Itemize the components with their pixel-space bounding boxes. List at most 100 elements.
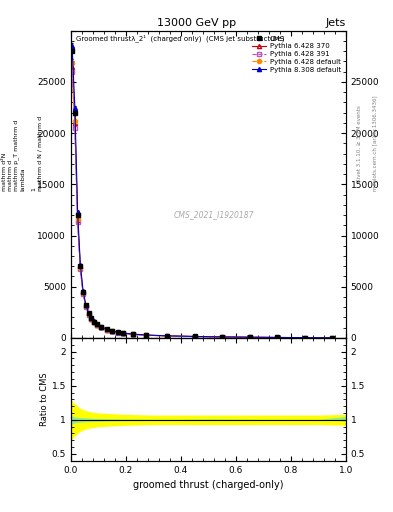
Pythia 6.428 391 [330, 335, 334, 341]
Pythia 6.428 391 [110, 328, 114, 334]
Pythia 8.308 default [330, 335, 334, 341]
Pythia 8.308 default [110, 328, 114, 334]
Pythia 6.428 370 [192, 333, 197, 339]
Pythia 6.428 370 [86, 311, 91, 317]
Pythia 6.428 370 [83, 303, 88, 309]
Pythia 6.428 370 [92, 319, 97, 325]
Pythia 8.308 default [144, 332, 149, 338]
Text: 13000 GeV pp: 13000 GeV pp [157, 18, 236, 28]
Pythia 6.428 default [75, 216, 80, 222]
Pythia 6.428 391 [192, 333, 197, 339]
Pythia 8.308 default [104, 326, 109, 332]
Pythia 6.428 370 [275, 334, 279, 340]
Pythia 6.428 370 [81, 290, 86, 296]
Pythia 6.428 370 [121, 330, 125, 336]
Pythia 6.428 391 [72, 125, 77, 131]
Pythia 6.428 default [247, 334, 252, 340]
Pythia 6.428 391 [104, 327, 109, 333]
Y-axis label: Ratio to CMS: Ratio to CMS [40, 373, 49, 426]
Pythia 8.308 default [70, 43, 75, 49]
Line: Pythia 6.428 370: Pythia 6.428 370 [70, 65, 334, 340]
Text: CMS_2021_I1920187: CMS_2021_I1920187 [174, 210, 254, 220]
Pythia 8.308 default [165, 333, 169, 339]
Pythia 6.428 370 [72, 120, 77, 126]
Pythia 6.428 391 [144, 332, 149, 338]
Pythia 6.428 default [83, 303, 88, 309]
Pythia 6.428 391 [94, 322, 99, 328]
Pythia 6.428 default [302, 335, 307, 341]
Pythia 6.428 default [130, 331, 135, 337]
Pythia 6.428 370 [99, 324, 103, 330]
Pythia 8.308 default [92, 318, 97, 325]
Pythia 6.428 default [92, 319, 97, 325]
Pythia 6.428 default [115, 329, 120, 335]
Pythia 6.428 default [99, 324, 103, 330]
Pythia 6.428 default [121, 330, 125, 336]
Pythia 6.428 default [275, 334, 279, 340]
Pythia 8.308 default [89, 315, 94, 322]
Pythia 8.308 default [192, 333, 197, 339]
Pythia 6.428 370 [144, 332, 149, 338]
Text: Rivet 3.1.10, ≥ 3.2M events: Rivet 3.1.10, ≥ 3.2M events [357, 105, 362, 182]
Text: Groomed thrustλ_2¹  (charged only)  (CMS jet substructure): Groomed thrustλ_2¹ (charged only) (CMS j… [76, 34, 285, 41]
Pythia 6.428 391 [115, 329, 120, 335]
Pythia 6.428 default [86, 311, 91, 317]
Pythia 6.428 391 [78, 266, 83, 272]
Pythia 6.428 391 [83, 304, 88, 310]
Pythia 6.428 default [110, 328, 114, 334]
Pythia 8.308 default [94, 321, 99, 327]
Pythia 6.428 370 [247, 334, 252, 340]
Pythia 6.428 370 [104, 327, 109, 333]
Pythia 6.428 default [220, 334, 224, 340]
Pythia 6.428 370 [115, 329, 120, 335]
Text: mcplots.cern.ch [arXiv:1306.3436]: mcplots.cern.ch [arXiv:1306.3436] [373, 96, 378, 191]
Pythia 8.308 default [86, 310, 91, 316]
Pythia 6.428 391 [130, 331, 135, 337]
Line: Pythia 8.308 default: Pythia 8.308 default [70, 44, 334, 340]
Pythia 6.428 default [89, 316, 94, 322]
Pythia 8.308 default [220, 334, 224, 340]
X-axis label: groomed thrust (charged-only): groomed thrust (charged-only) [133, 480, 283, 490]
Pythia 6.428 391 [70, 69, 75, 75]
Pythia 6.428 default [144, 332, 149, 338]
Pythia 6.428 default [78, 265, 83, 271]
Pythia 6.428 391 [275, 334, 279, 340]
Pythia 6.428 default [192, 333, 197, 339]
Pythia 6.428 391 [81, 291, 86, 297]
Legend: CMS, Pythia 6.428 370, Pythia 6.428 391, Pythia 6.428 default, Pythia 8.308 defa: CMS, Pythia 6.428 370, Pythia 6.428 391,… [251, 34, 342, 74]
Pythia 6.428 default [104, 327, 109, 333]
Pythia 6.428 391 [165, 333, 169, 339]
Pythia 6.428 default [70, 60, 75, 67]
Pythia 6.428 391 [75, 219, 80, 225]
Pythia 8.308 default [247, 334, 252, 340]
Pythia 6.428 370 [78, 265, 83, 271]
Pythia 8.308 default [130, 331, 135, 337]
Pythia 8.308 default [81, 288, 86, 294]
Line: Pythia 6.428 391: Pythia 6.428 391 [70, 70, 334, 340]
Pythia 6.428 391 [99, 324, 103, 330]
Pythia 6.428 391 [121, 330, 125, 336]
Pythia 6.428 370 [220, 334, 224, 340]
Pythia 6.428 391 [86, 311, 91, 317]
Pythia 6.428 default [81, 290, 86, 296]
Pythia 6.428 391 [89, 316, 94, 323]
Pythia 8.308 default [72, 104, 77, 111]
Pythia 6.428 391 [220, 334, 224, 340]
Pythia 8.308 default [99, 324, 103, 330]
Pythia 6.428 391 [92, 319, 97, 326]
Pythia 6.428 370 [89, 316, 94, 322]
Pythia 6.428 default [330, 335, 334, 341]
Pythia 6.428 default [94, 322, 99, 328]
Pythia 8.308 default [75, 209, 80, 215]
Pythia 6.428 370 [110, 328, 114, 334]
Line: Pythia 6.428 default: Pythia 6.428 default [70, 61, 334, 340]
Pythia 6.428 370 [165, 333, 169, 339]
Pythia 6.428 391 [302, 335, 307, 341]
Text: mathrm d²N
mathrm d
mathrm p_T mathrm d
lambda
 
1
mathrm d N / mathrm d: mathrm d²N mathrm d mathrm p_T mathrm d … [2, 116, 42, 191]
Pythia 6.428 370 [330, 335, 334, 341]
Pythia 6.428 370 [94, 322, 99, 328]
Pythia 6.428 370 [302, 335, 307, 341]
Pythia 8.308 default [78, 262, 83, 268]
Pythia 6.428 default [165, 333, 169, 339]
Text: Jets: Jets [325, 18, 346, 28]
